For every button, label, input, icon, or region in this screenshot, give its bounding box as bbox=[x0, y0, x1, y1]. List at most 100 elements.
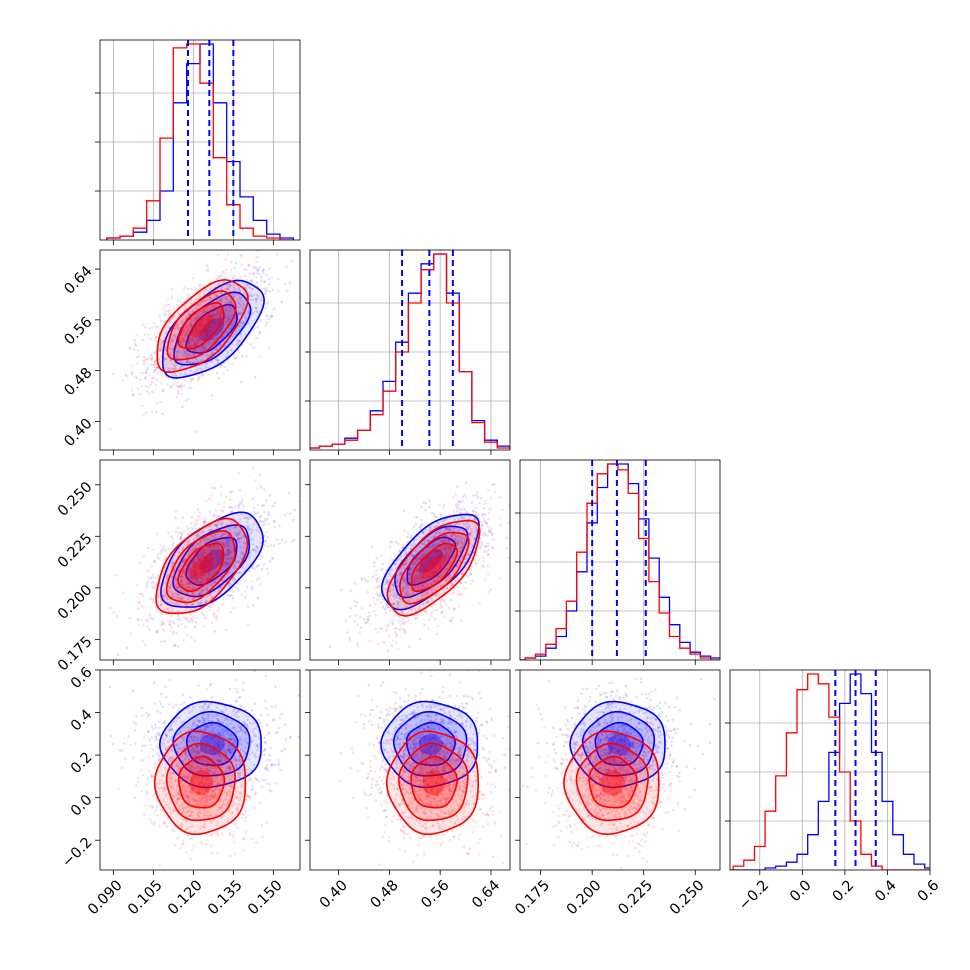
contour-1-1 bbox=[165, 529, 236, 604]
panel-2-3 bbox=[520, 677, 716, 870]
panel-frame bbox=[99, 39, 301, 241]
x-tick-label: 0.2 bbox=[830, 877, 858, 905]
density-band-0-0 bbox=[162, 280, 265, 378]
contour-1-2 bbox=[177, 542, 225, 593]
x-tick-label: 0.6 bbox=[915, 877, 943, 905]
panel-frame bbox=[99, 459, 301, 661]
density-band-0-3 bbox=[199, 549, 225, 574]
contour-1-1 bbox=[397, 742, 469, 822]
density-band-0-3 bbox=[199, 317, 225, 342]
contour-0-2 bbox=[185, 303, 238, 354]
hist-series-1 bbox=[106, 43, 294, 240]
density-band-1-0 bbox=[156, 518, 248, 614]
y-tick-label: 0.250 bbox=[55, 479, 96, 520]
contour-0-1 bbox=[172, 710, 251, 777]
y-tick-label: 0.56 bbox=[62, 314, 96, 348]
hist-series-1 bbox=[730, 673, 930, 870]
contour-0-1 bbox=[172, 524, 251, 598]
x-tick-label: 0.40 bbox=[317, 877, 351, 911]
density-band-0-1 bbox=[174, 292, 251, 365]
x-tick-label: 0.4 bbox=[872, 877, 900, 905]
density-band-0-3 bbox=[199, 733, 225, 756]
density-band-1-2 bbox=[589, 756, 637, 808]
contour-1-2 bbox=[177, 755, 226, 809]
contour-1-1 bbox=[399, 531, 470, 605]
contour-1-1 bbox=[575, 742, 649, 822]
contour-1-2 bbox=[410, 542, 459, 593]
panel-0-1 bbox=[108, 250, 300, 433]
panel-1-3 bbox=[339, 670, 510, 866]
x-tick-label: 0.250 bbox=[667, 877, 708, 918]
density-band-0-1 bbox=[173, 524, 250, 597]
panel-frame bbox=[519, 459, 721, 661]
y-tick-label: −0.2 bbox=[59, 835, 95, 871]
density-band-1-0 bbox=[387, 520, 480, 616]
contour-0-0 bbox=[569, 700, 666, 789]
y-tick-label: 0.225 bbox=[55, 531, 96, 572]
density-band-1-0 bbox=[157, 279, 248, 373]
x-tick-label: 0.56 bbox=[418, 877, 452, 911]
density-band-1-2 bbox=[178, 756, 225, 808]
contour-0-0 bbox=[380, 513, 480, 611]
density-band-1-1 bbox=[166, 530, 236, 603]
density-band-0-2 bbox=[186, 722, 238, 766]
y-tick-label: 0.2 bbox=[68, 749, 96, 777]
y-tick-label: 0.4 bbox=[68, 707, 96, 735]
hist-series-1 bbox=[310, 253, 510, 450]
density-band-1-2 bbox=[411, 756, 458, 808]
density-band-0-3 bbox=[418, 548, 443, 573]
y-tick-label: 0.40 bbox=[62, 416, 96, 450]
contour-0-2 bbox=[405, 721, 457, 767]
hist-panel-0 bbox=[100, 40, 300, 240]
density-band-1-1 bbox=[167, 291, 236, 360]
contour-1-0 bbox=[156, 279, 249, 374]
contour-0-2 bbox=[185, 721, 239, 767]
x-tick-label: 0.225 bbox=[615, 877, 656, 918]
y-tick-label: 0.200 bbox=[55, 582, 96, 623]
density-band-1-3 bbox=[422, 769, 446, 796]
x-tick-label: 0.150 bbox=[245, 877, 286, 918]
density-band-1-3 bbox=[189, 314, 213, 338]
contour-1-0 bbox=[155, 517, 249, 615]
panel-frame bbox=[309, 249, 511, 451]
contour-1-0 bbox=[153, 730, 247, 836]
hist-panel-2 bbox=[520, 460, 720, 660]
contour-0-2 bbox=[406, 536, 457, 586]
y-tick-label: 0.64 bbox=[62, 263, 96, 297]
hist-series-1 bbox=[520, 463, 720, 660]
scatter-samples-0-0-3 bbox=[108, 670, 300, 840]
contour-0-1 bbox=[394, 525, 469, 599]
panel-frame bbox=[309, 669, 511, 871]
x-tick-label: 0.175 bbox=[512, 877, 553, 918]
x-tick-label: 0.120 bbox=[165, 877, 206, 918]
x-tick-label: 0.48 bbox=[368, 877, 402, 911]
x-tick-label: 0.200 bbox=[564, 877, 605, 918]
contour-1-2 bbox=[177, 301, 225, 350]
scatter-samples-1-1-3 bbox=[339, 680, 510, 866]
y-tick-label: 0.0 bbox=[68, 792, 96, 820]
panel-frame bbox=[309, 459, 511, 661]
x-tick-label: 0.0 bbox=[787, 877, 815, 905]
panel-frame bbox=[519, 669, 721, 871]
density-band-0-0 bbox=[381, 514, 480, 610]
y-tick-label: 0.175 bbox=[55, 634, 96, 675]
hist-series-0 bbox=[520, 463, 720, 660]
contour-1-2 bbox=[588, 755, 638, 809]
density-band-1-2 bbox=[178, 302, 224, 349]
density-band-1-2 bbox=[411, 543, 458, 592]
x-tick-label: 0.135 bbox=[205, 877, 246, 918]
x-tick-label: 0.105 bbox=[125, 877, 166, 918]
contour-1-0 bbox=[385, 730, 480, 836]
panel-frame bbox=[99, 249, 301, 451]
x-tick-label: 0.64 bbox=[469, 877, 503, 911]
panel-frame bbox=[99, 669, 301, 871]
contour-0-2 bbox=[594, 721, 644, 767]
density-band-1-1 bbox=[399, 532, 469, 604]
panel-frame bbox=[729, 669, 931, 871]
x-tick-label: −0.2 bbox=[736, 877, 772, 913]
contour-1-0 bbox=[386, 519, 481, 617]
density-band-1-3 bbox=[189, 555, 213, 580]
density-band-0-2 bbox=[186, 537, 237, 586]
density-band-1-2 bbox=[178, 543, 224, 592]
